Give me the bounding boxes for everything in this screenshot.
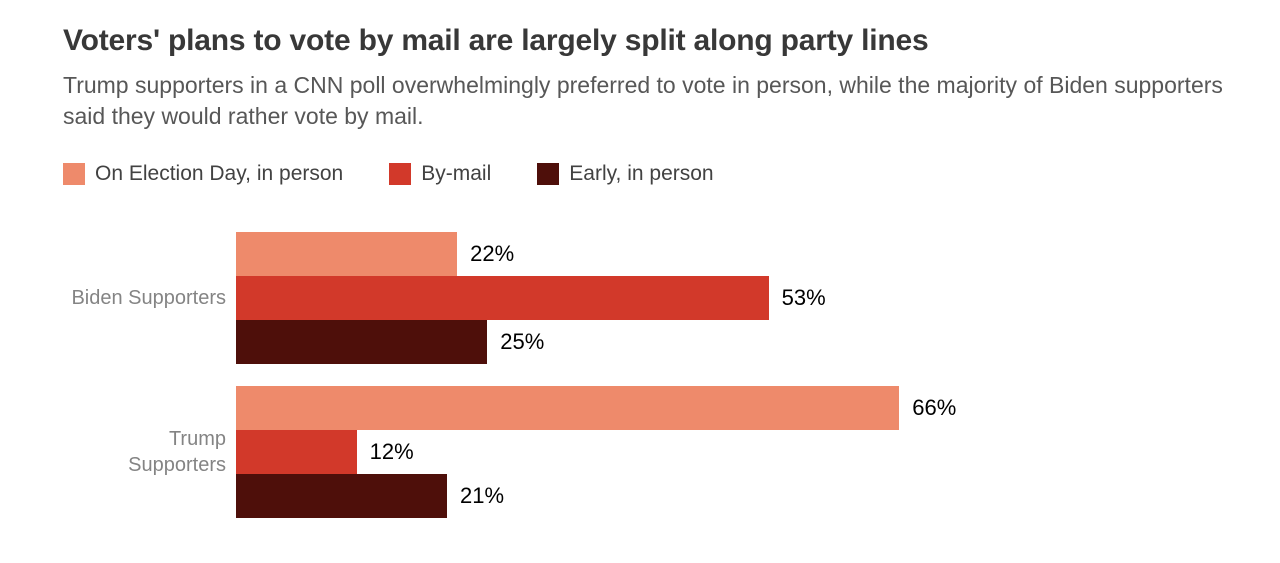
bar-biden-early	[236, 320, 488, 364]
value-label-trump-by-mail: 12%	[369, 439, 414, 464]
bar-row: 12%	[236, 430, 1241, 474]
bar-biden-election-day	[236, 232, 458, 276]
bar-row: 53%	[236, 276, 1241, 320]
legend-label-by-mail: By-mail	[421, 162, 492, 185]
chart-page: Voters' plans to vote by mail are largel…	[63, 24, 1230, 518]
chart-title: Voters' plans to vote by mail are largel…	[63, 24, 929, 57]
bar-row: 66%	[236, 386, 1241, 430]
legend: On Election Day, in person By-mail Early…	[63, 162, 1230, 186]
value-label-biden-early: 25%	[500, 329, 545, 354]
legend-label-election-day: On Election Day, in person	[95, 162, 344, 185]
value-label-trump-election-day: 66%	[912, 395, 957, 420]
bars-trump: 66% 12% 21%	[236, 386, 1241, 518]
bar-trump-election-day	[236, 386, 900, 430]
legend-item-election-day: On Election Day, in person	[63, 162, 343, 186]
bar-row: 22%	[236, 232, 1241, 276]
bar-chart: Biden Supporters 22% 53% 25% Trump Suppo…	[63, 232, 1230, 518]
legend-item-early: Early, in person	[537, 162, 714, 186]
legend-label-early: Early, in person	[569, 162, 714, 185]
legend-swatch-by-mail	[389, 163, 412, 185]
bars-biden: 22% 53% 25%	[236, 232, 1241, 364]
bar-row: 25%	[236, 320, 1241, 364]
value-label-biden-election-day: 22%	[470, 241, 515, 266]
legend-item-by-mail: By-mail	[389, 162, 491, 186]
bar-trump-by-mail	[236, 430, 357, 474]
bar-row: 21%	[236, 474, 1241, 518]
legend-swatch-election-day	[63, 163, 85, 185]
group-biden: Biden Supporters 22% 53% 25%	[63, 232, 1230, 364]
chart-subtitle: Trump supporters in a CNN poll overwhelm…	[63, 72, 1223, 129]
bar-trump-early	[236, 474, 448, 518]
category-label-trump: Trump Supporters	[128, 428, 226, 476]
bar-biden-by-mail	[236, 276, 769, 320]
category-label-biden: Biden Supporters	[71, 287, 226, 309]
group-trump: Trump Supporters 66% 12% 21%	[63, 386, 1230, 518]
value-label-trump-early: 21%	[460, 483, 505, 508]
legend-swatch-early	[537, 163, 560, 185]
value-label-biden-by-mail: 53%	[781, 285, 826, 310]
